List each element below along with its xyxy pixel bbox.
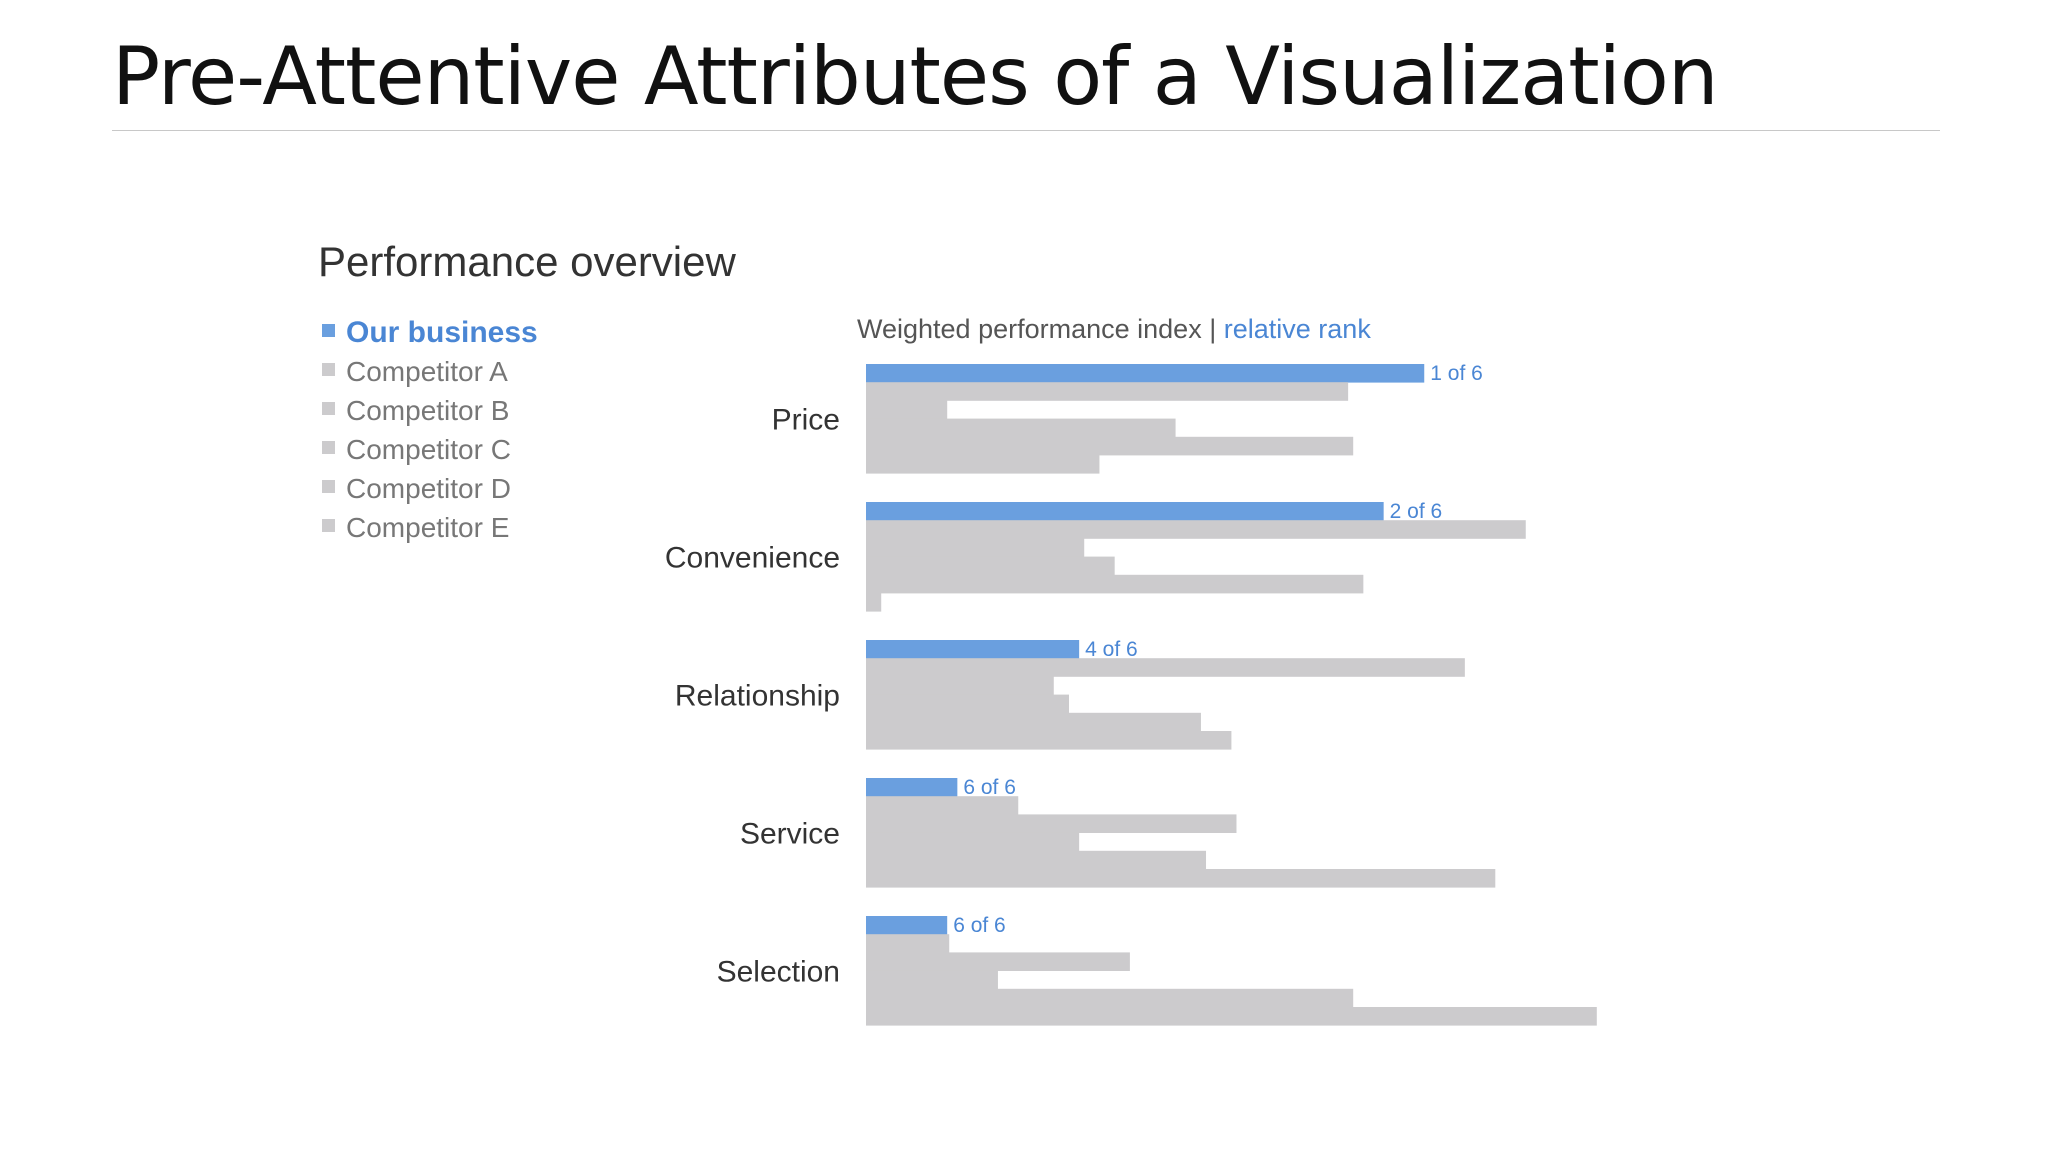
bar: [866, 658, 1465, 677]
bar: [866, 382, 1349, 401]
bar: [866, 988, 1354, 1008]
category-label: Relationship: [675, 680, 840, 713]
bar: [866, 970, 998, 990]
index-header-label: Weighted performance index: [857, 314, 1202, 344]
index-header: Weighted performance index | relative ra…: [857, 314, 1371, 345]
legend-swatch: [322, 441, 335, 454]
bar: [866, 418, 1176, 438]
legend-label: Competitor A: [346, 356, 508, 387]
chart-title: Performance overview: [318, 238, 736, 285]
bar: [866, 436, 1354, 456]
bar: [866, 676, 1054, 695]
category-label: Service: [740, 818, 840, 851]
bar: [866, 502, 1384, 521]
rank-label: 6 of 6: [963, 776, 1016, 799]
bar: [866, 916, 948, 935]
legend-swatch: [322, 519, 335, 532]
bar: [866, 814, 1237, 833]
bar: [866, 832, 1080, 852]
bar: [866, 574, 1364, 594]
index-header-separator: |: [1209, 314, 1217, 344]
legend-label: Competitor C: [346, 434, 511, 465]
category-label: Price: [772, 404, 840, 437]
index-header-rank-label: relative rank: [1223, 314, 1371, 344]
legend-label: Competitor E: [346, 512, 510, 543]
bar: [866, 731, 1232, 750]
bar: [866, 712, 1201, 732]
bar: [866, 640, 1080, 659]
category-label: Convenience: [665, 542, 840, 575]
rank-label: 4 of 6: [1085, 638, 1138, 661]
rank-label: 1 of 6: [1430, 362, 1483, 385]
legend-swatch: [322, 363, 335, 376]
legend-label: Competitor D: [346, 473, 511, 504]
rank-label: 6 of 6: [953, 914, 1006, 937]
legend-swatch: [322, 324, 335, 337]
bar: [866, 952, 1130, 971]
bar: [866, 694, 1069, 714]
bar: [866, 934, 950, 953]
bar: [866, 556, 1115, 576]
category-label: Selection: [717, 956, 840, 989]
legend-label: Our business: [346, 316, 538, 349]
bar: [866, 364, 1425, 383]
legend-swatch: [322, 480, 335, 493]
bar: [866, 1007, 1597, 1026]
bar: [866, 538, 1085, 557]
slide-title: Pre-Attentive Attributes of a Visualizat…: [112, 30, 1719, 123]
bar: [866, 400, 948, 419]
bar: [866, 869, 1496, 888]
bar: [866, 455, 1100, 474]
legend-label: Competitor B: [346, 395, 510, 426]
bar: [866, 593, 882, 612]
title-divider: [112, 130, 1940, 131]
bar: [866, 850, 1207, 870]
rank-label: 2 of 6: [1390, 500, 1443, 523]
bar: [866, 778, 958, 797]
bar: [866, 520, 1526, 539]
bar: [866, 796, 1019, 815]
legend-swatch: [322, 402, 335, 415]
